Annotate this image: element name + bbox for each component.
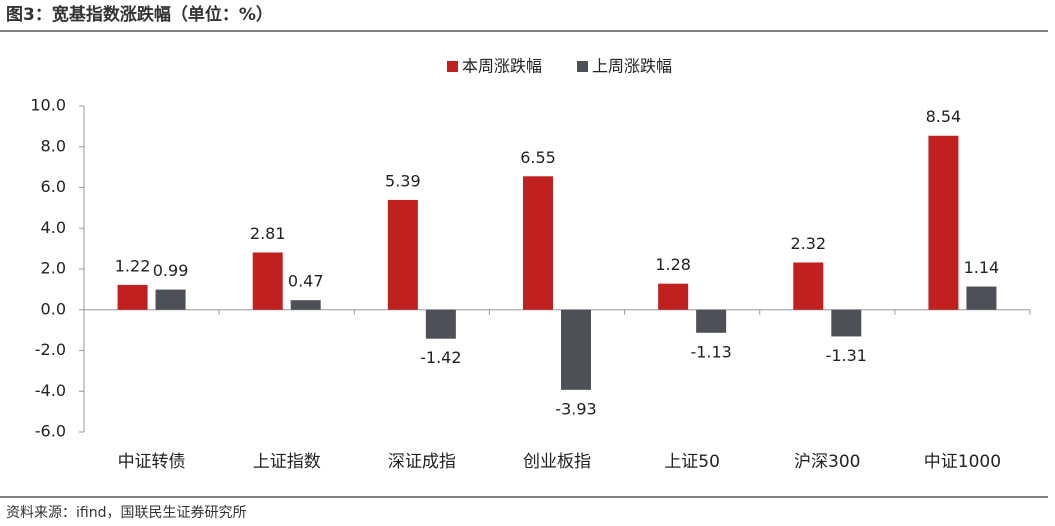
bar <box>966 286 997 310</box>
y-tick-label: 2.0 <box>41 259 66 278</box>
data-label: 0.99 <box>153 261 189 280</box>
bar <box>155 289 186 310</box>
legend-swatch <box>447 61 458 72</box>
y-tick-label: 6.0 <box>41 177 66 196</box>
y-tick-label: -2.0 <box>35 340 66 359</box>
data-label: 6.55 <box>520 148 556 167</box>
x-tick-label: 上证指数 <box>253 452 321 472</box>
data-label: 1.14 <box>964 258 1000 277</box>
data-label: 1.22 <box>115 256 151 275</box>
data-label: -1.31 <box>826 346 867 365</box>
x-tick-label: 创业板指 <box>523 452 591 472</box>
bar <box>252 252 283 310</box>
data-label: 1.28 <box>655 255 691 274</box>
data-label: 0.47 <box>288 272 324 291</box>
legend-label: 本周涨跌幅 <box>462 57 542 76</box>
bar <box>928 135 959 310</box>
data-label: -3.93 <box>555 399 596 418</box>
x-tick-label: 深证成指 <box>388 452 456 472</box>
bar <box>290 300 321 310</box>
data-label: 2.81 <box>250 224 286 243</box>
data-label: 2.32 <box>790 234 826 253</box>
data-label: 5.39 <box>385 171 421 190</box>
bar <box>696 309 727 333</box>
data-label: -1.42 <box>420 348 461 367</box>
y-tick-label: 8.0 <box>41 136 66 155</box>
y-tick-label: 0.0 <box>41 299 66 318</box>
bar <box>793 262 824 310</box>
legend-label: 上周涨跌幅 <box>592 57 672 76</box>
bar <box>561 309 591 390</box>
x-tick-label: 沪深300 <box>794 452 860 472</box>
source-note: 资料来源：ifind，国联民生证券研究所 <box>6 505 246 521</box>
y-tick-label: 10.0 <box>30 96 66 115</box>
bar <box>425 309 456 339</box>
x-tick-label: 中证1000 <box>924 452 1001 472</box>
legend-swatch <box>577 61 588 72</box>
bar <box>387 199 418 310</box>
y-tick-label: -4.0 <box>35 381 66 400</box>
data-label: -1.13 <box>690 342 731 361</box>
bar <box>658 283 689 310</box>
x-tick-label: 中证转债 <box>118 452 186 472</box>
bar <box>831 309 862 337</box>
chart-title: 图3：宽基指数涨跌幅（单位：%） <box>6 4 273 25</box>
bar <box>117 284 148 310</box>
bar <box>523 176 553 310</box>
y-tick-label: -6.0 <box>35 422 66 441</box>
y-tick-label: 4.0 <box>41 218 66 237</box>
data-label: 8.54 <box>926 107 962 126</box>
x-tick-label: 上证50 <box>664 452 720 472</box>
